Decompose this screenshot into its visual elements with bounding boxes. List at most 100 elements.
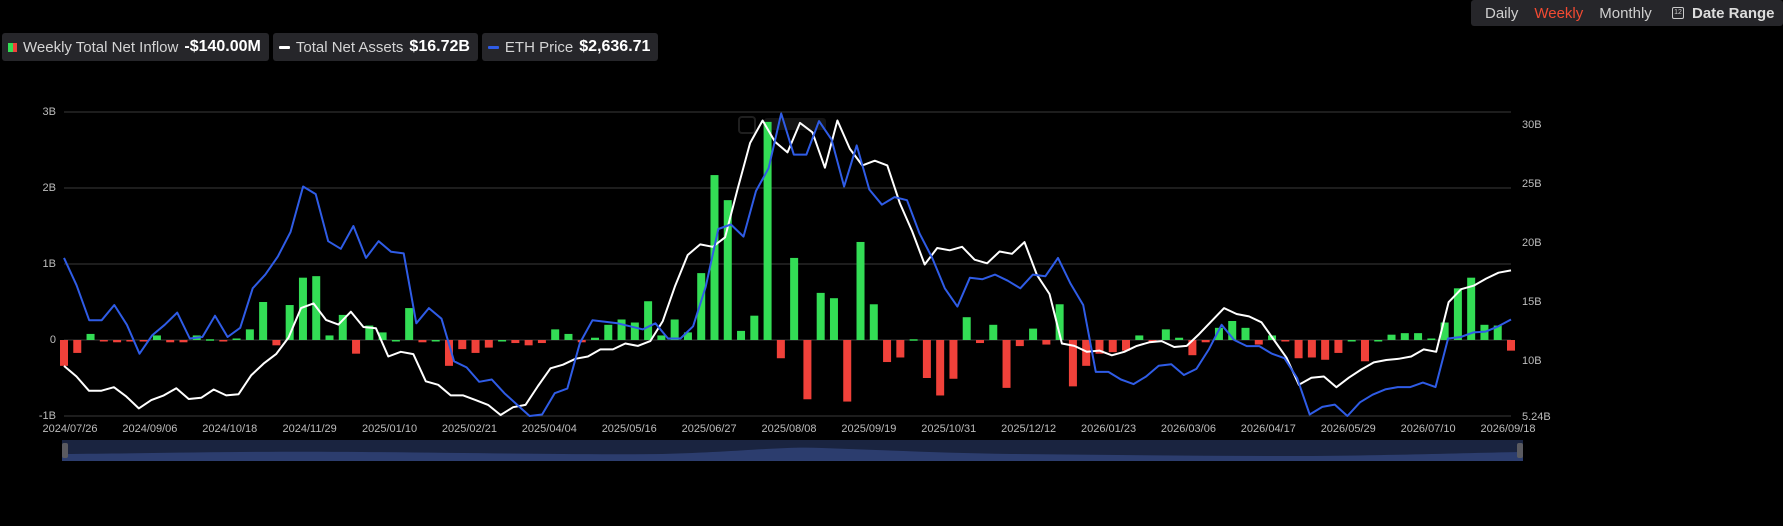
left-axis-tick-label: 1B	[43, 258, 56, 270]
navigator-right-handle[interactable]	[1517, 443, 1523, 458]
net-inflow-bar	[790, 257, 799, 340]
net-inflow-bar	[418, 340, 427, 343]
calendar-icon: 12	[1672, 7, 1684, 19]
net-inflow-bar	[1307, 340, 1316, 358]
x-axis-tick-label: 2026/09/18	[1480, 423, 1535, 435]
net-inflow-bar	[670, 319, 679, 340]
net-inflow-bar	[139, 340, 148, 342]
net-inflow-bar	[245, 329, 254, 340]
chart-area: 3B 2B 1B 0 -1B 30B 25B 20B 15B 10B 5.24B 2024/07/…	[39, 106, 1551, 435]
net-inflow-bar	[1082, 340, 1091, 366]
legend-eth-price[interactable]: ETH Price $2,636.71	[481, 33, 659, 61]
net-inflow-bar	[126, 340, 135, 342]
x-axis-tick-label: 2026/01/23	[1081, 423, 1136, 435]
net-inflow-bar	[1161, 329, 1170, 340]
assets-line-swatch-icon	[278, 45, 290, 49]
period-weekly-button[interactable]: Weekly	[1534, 4, 1584, 22]
legend-net-inflow-value: -$140.00M	[184, 38, 261, 55]
right-axis-tick-label: 20B	[1522, 237, 1542, 249]
net-inflow-bar	[405, 308, 414, 340]
eth-line-swatch-icon	[487, 45, 499, 49]
net-inflow-bar	[232, 338, 241, 340]
range-navigator[interactable]	[62, 440, 1523, 461]
net-inflow-bar	[1042, 340, 1051, 345]
x-axis-tick-label: 2025/08/08	[761, 423, 816, 435]
net-inflow-bar	[1507, 340, 1515, 351]
net-inflow-bar	[511, 340, 520, 344]
legend-total-net-assets-label: Total Net Assets	[295, 38, 404, 56]
net-inflow-bar	[829, 298, 838, 340]
period-monthly-button[interactable]: Monthly	[1599, 4, 1652, 22]
net-inflow-bar	[206, 339, 215, 341]
net-inflow-bar	[617, 319, 626, 340]
net-inflow-bar	[524, 340, 533, 346]
net-inflow-bar	[272, 340, 281, 346]
net-inflow-bar	[975, 340, 984, 344]
net-inflow-bar	[471, 340, 480, 353]
legend-total-net-assets[interactable]: Total Net Assets $16.72B	[272, 33, 478, 61]
net-inflow-bar	[73, 340, 82, 353]
net-inflow-bar	[99, 340, 108, 342]
net-inflow-bar	[1467, 277, 1476, 340]
net-inflow-bar	[1374, 340, 1383, 342]
left-axis-tick-label: 2B	[43, 182, 56, 194]
x-axis-tick-label: 2026/05/29	[1321, 423, 1376, 435]
net-inflow-bar	[1175, 337, 1184, 340]
net-inflow-bar	[365, 325, 374, 340]
x-axis-tick-label: 2025/05/16	[602, 423, 657, 435]
date-range-button[interactable]: 12 Date Range	[1660, 0, 1783, 26]
net-inflow-bar	[737, 330, 746, 340]
net-inflow-bar	[113, 340, 122, 343]
x-axis-tick-label: 2025/10/31	[921, 423, 976, 435]
left-axis-tick-label: -1B	[39, 410, 56, 422]
net-inflow-bar	[657, 335, 666, 340]
net-inflow-bar	[1095, 340, 1104, 354]
legend-net-inflow[interactable]: Weekly Total Net Inflow -$140.00M	[2, 33, 269, 61]
series-lines	[63, 112, 1512, 417]
period-daily-button[interactable]: Daily	[1485, 4, 1519, 22]
net-inflow-bar	[1321, 340, 1330, 360]
net-inflow-bar	[60, 340, 68, 366]
net-inflow-bar	[1241, 327, 1250, 340]
net-inflow-bar	[723, 200, 732, 340]
net-inflow-bar	[1015, 340, 1024, 347]
x-axis-tick-label: 2025/04/04	[522, 423, 577, 435]
net-inflow-bar	[325, 335, 334, 340]
net-inflow-bar	[683, 332, 692, 340]
grid-lines	[64, 111, 1511, 417]
left-axis-tick-label: 3B	[43, 106, 56, 118]
net-inflow-bar	[1440, 322, 1449, 340]
net-inflow-bar	[259, 302, 268, 340]
net-inflow-bar	[484, 340, 493, 348]
net-inflow-bar	[551, 329, 560, 340]
net-inflow-bar	[710, 175, 719, 340]
net-inflow-bar	[1493, 325, 1502, 340]
right-axis-tick-label: 10B	[1522, 355, 1542, 367]
net-inflow-bar	[962, 317, 971, 340]
left-axis: 3B 2B 1B 0 -1B	[39, 106, 56, 422]
net-inflow-bar	[922, 340, 931, 378]
right-axis-tick-label: 15B	[1522, 296, 1542, 308]
net-inflow-bar	[1201, 340, 1210, 343]
net-inflow-bar	[285, 305, 294, 340]
legend-net-inflow-label: Weekly Total Net Inflow	[23, 38, 179, 56]
net-inflow-bar	[1254, 340, 1263, 345]
net-inflow-bar	[1228, 321, 1237, 340]
net-inflow-bar	[179, 340, 188, 343]
period-toggle: Daily Weekly Monthly	[1471, 0, 1666, 26]
net-inflow-bar	[378, 332, 387, 340]
net-inflow-bar	[1002, 340, 1011, 388]
right-axis-tick-label: 30B	[1522, 119, 1542, 131]
x-axis-tick-label: 2025/09/19	[841, 423, 896, 435]
net-inflow-bar	[537, 340, 546, 344]
net-inflow-bar	[989, 324, 998, 340]
net-inflow-bar	[816, 292, 825, 340]
net-inflow-bar	[458, 340, 467, 350]
net-inflow-bar	[856, 241, 865, 340]
net-inflow-bar	[1414, 333, 1423, 340]
total-net-assets-line	[63, 119, 1512, 416]
net-inflow-bar	[604, 324, 613, 340]
eth-price-line	[63, 112, 1512, 417]
x-axis-tick-label: 2025/06/27	[682, 423, 737, 435]
navigator-left-handle[interactable]	[62, 443, 68, 458]
